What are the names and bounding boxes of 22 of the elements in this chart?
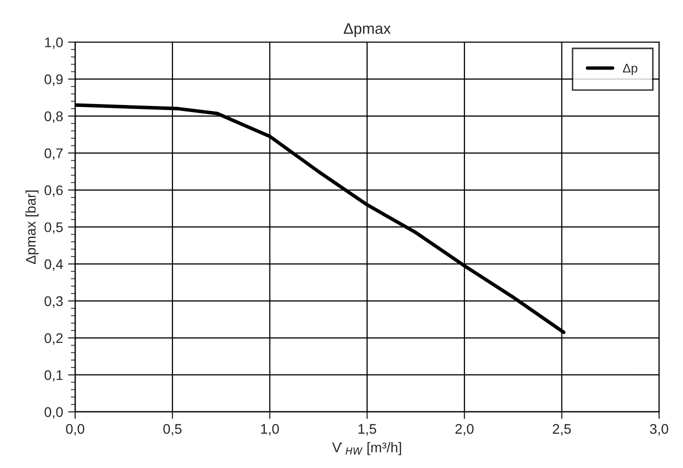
x-tick-label: 2,5 [552,424,571,436]
x-tick-label: 0,5 [163,424,182,436]
y-tick-label: 0,8 [44,111,63,123]
y-tick-label: 0,9 [44,74,63,86]
y-tick-label: 0,0 [44,407,63,419]
x-axis-title: V̇ $_{HW}$ [m³/h] [332,442,402,456]
x-tick-label: 1,0 [261,424,279,436]
chart-title: Δpmax [344,23,391,37]
y-tick-label: 0,1 [44,370,63,382]
y-tick-label: 0,4 [44,259,63,271]
x-tick-label: 2,0 [455,424,474,436]
y-tick-label: 0,6 [44,185,63,197]
x-tick-label: 1,5 [358,424,376,436]
x-tick-label: 3,0 [650,424,668,436]
legend-label: Δp [622,64,638,76]
y-axis-title: Δpmax [bar] [26,190,38,264]
y-tick-label: 0,7 [44,148,63,160]
y-tick-label: 0,5 [44,222,63,234]
x-tick-label: 0,0 [66,424,84,436]
y-tick-label: 1,0 [45,37,63,49]
y-tick-label: 0,3 [44,296,63,308]
y-tick-label: 0,2 [44,333,63,345]
